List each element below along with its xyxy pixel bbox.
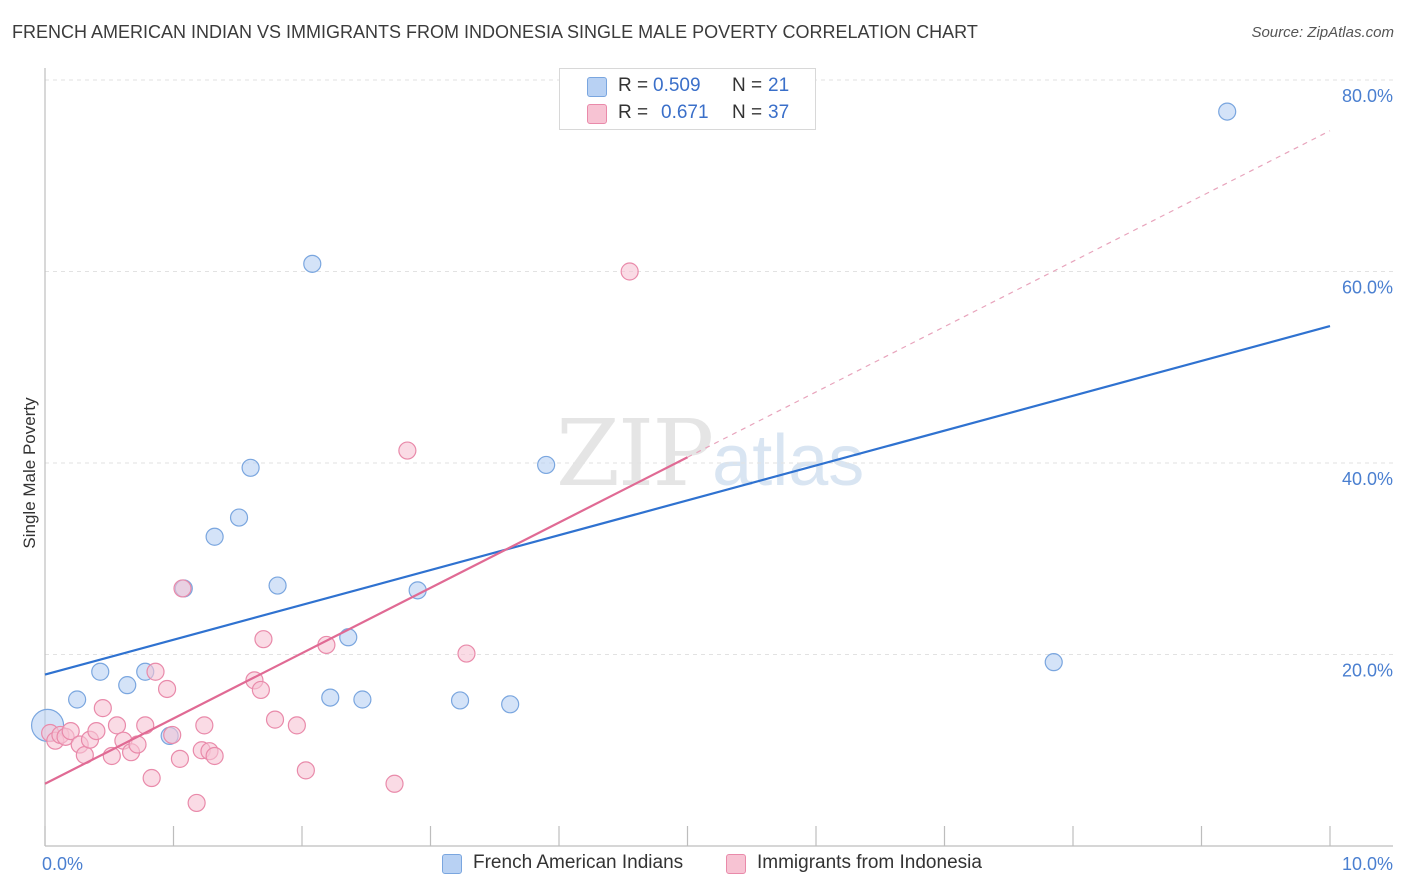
indonesia-immigrant-point <box>107 716 127 735</box>
legend-swatch-pink <box>726 854 746 874</box>
french-american-indian-point <box>339 628 358 647</box>
indonesia-immigrant-point <box>195 716 214 735</box>
y-axis-label: Single Male Poverty <box>20 397 39 549</box>
french-american-indian-point <box>68 690 87 709</box>
indonesia-immigrant-point <box>136 716 155 735</box>
legend-r-label: R = <box>618 102 649 123</box>
french-american-indian-point <box>321 688 340 707</box>
french-american-indian-point <box>1044 653 1063 672</box>
french-american-indian-point <box>91 662 110 681</box>
french-american-indian-point <box>450 691 470 710</box>
legend-n-value: 37 <box>768 102 790 123</box>
pink-trend-extension <box>687 130 1331 458</box>
french-american-indian-point <box>537 455 556 475</box>
indonesia-immigrant-point <box>254 630 273 649</box>
x-tick-label: 10.0% <box>1342 854 1393 874</box>
legend-swatch-blue <box>442 854 462 874</box>
french-american-indian-point <box>353 690 372 709</box>
legend-n-label: N = <box>732 102 763 123</box>
indonesia-immigrant-point <box>163 725 182 745</box>
french-american-indian-point <box>501 695 520 714</box>
legend-r-value: 0.671 <box>661 102 709 123</box>
legend-n-label: N = <box>732 75 763 96</box>
legend-label-series2: Immigrants from Indonesia <box>757 852 982 873</box>
legend-n-value: 21 <box>768 75 790 96</box>
indonesia-immigrant-point <box>173 579 192 598</box>
french-american-indian-point <box>1218 102 1237 121</box>
indonesia-immigrant-point <box>251 680 270 700</box>
indonesia-immigrant-point <box>61 721 80 741</box>
french-american-indian-point <box>268 576 287 595</box>
french-american-indian-point <box>118 676 137 695</box>
french-american-indian-point <box>241 458 260 477</box>
indonesia-immigrant-point <box>457 644 476 663</box>
legend-item-series2: Immigrants from Indonesia <box>726 852 982 874</box>
indonesia-immigrant-point <box>93 699 112 718</box>
legend-r-label: R = <box>618 75 649 96</box>
legend-r-value: 0.509 <box>653 75 701 96</box>
indonesia-immigrant-point <box>385 774 404 793</box>
indonesia-immigrant-point <box>146 662 165 681</box>
french-american-indian-point <box>229 508 249 527</box>
watermark: ZIPatlas <box>556 400 864 507</box>
x-tick-label: 0.0% <box>42 854 83 874</box>
indonesia-immigrant-point <box>142 768 161 788</box>
indonesia-immigrant-point <box>265 710 285 729</box>
y-tick-label: 20.0% <box>1342 661 1393 681</box>
indonesia-immigrant-point <box>620 262 639 281</box>
watermark-zip: ZIP <box>556 400 714 507</box>
indonesia-immigrant-point <box>398 441 417 460</box>
source-label: Source: ZipAtlas.com <box>1251 24 1394 41</box>
pink-trend-line <box>44 456 688 785</box>
indonesia-immigrant-point <box>87 721 106 741</box>
indonesia-immigrant-point <box>296 761 315 780</box>
indonesia-immigrant-point <box>187 793 206 813</box>
indonesia-immigrant-point <box>170 749 190 768</box>
correlation-legend: R = 0.509 N = 21 R = 0.671 N = 37 <box>559 68 816 130</box>
indonesia-immigrant-point <box>287 716 306 735</box>
y-tick-label: 60.0% <box>1342 278 1393 298</box>
indonesia-immigrant-point <box>205 746 224 766</box>
indonesia-immigrant-point <box>157 679 177 699</box>
legend-swatch-pink <box>587 104 607 124</box>
french-american-indian-point <box>303 254 322 273</box>
chart-title: FRENCH AMERICAN INDIAN VS IMMIGRANTS FRO… <box>12 22 978 42</box>
legend-label-series1: French American Indians <box>473 852 684 873</box>
legend-swatch-blue <box>587 77 607 97</box>
y-tick-label: 40.0% <box>1342 469 1393 489</box>
blue-trend-line <box>44 325 1331 676</box>
legend-item-series1: French American Indians <box>442 852 683 874</box>
french-american-indian-point <box>205 527 224 546</box>
y-tick-label: 80.0% <box>1342 86 1393 106</box>
